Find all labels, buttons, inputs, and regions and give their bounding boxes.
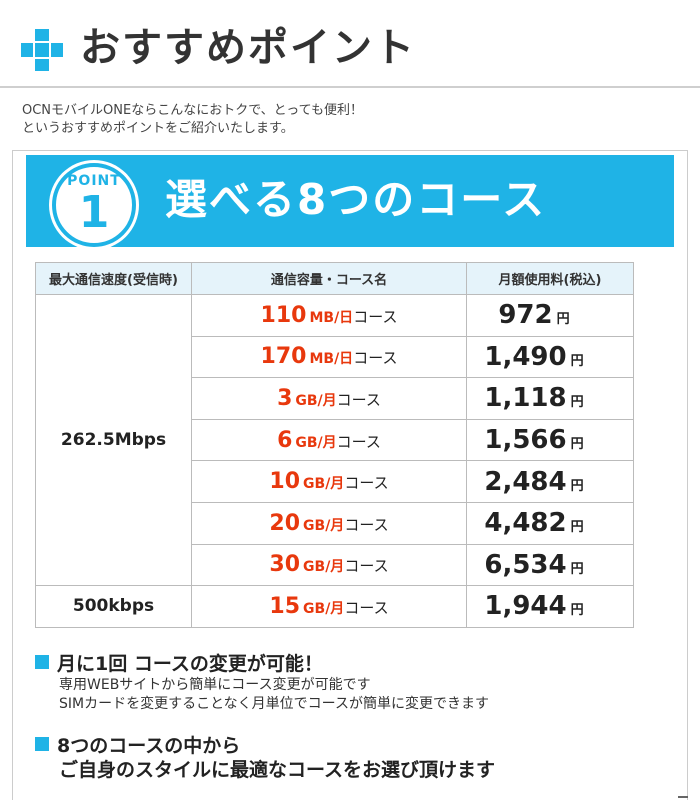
speed-cell: 500kbps <box>35 585 192 628</box>
point-badge-number: 1 <box>78 187 110 238</box>
feature-description-1: 専用WEBサイトから簡単にコース変更が可能です <box>59 677 371 693</box>
course-unit: GB/月 <box>303 476 345 493</box>
header-speed: 最大通信速度(受信時) <box>35 262 192 295</box>
feature-point-1: 月に1回 コースの変更が可能！ 専用WEBサイトから簡単にコース変更が可能です … <box>35 652 489 714</box>
course-cell: 170 MB/日コース <box>191 335 467 379</box>
price-value: 1,118 <box>484 383 567 414</box>
course-amount: 110 <box>260 302 307 328</box>
price-cell: 4,482 円 <box>466 501 634 545</box>
course-cell: 30 GB/月コース <box>191 543 467 587</box>
intro-line-2: というおすすめポイントをご紹介いたします。 <box>22 121 294 136</box>
price-yen: 円 <box>556 312 570 328</box>
course-suffix: コース <box>353 307 398 326</box>
price-yen: 円 <box>570 437 584 453</box>
feature-heading-text: 8つのコースの中から <box>57 735 241 757</box>
course-suffix: コース <box>344 474 389 493</box>
course-amount: 20 <box>269 510 301 536</box>
table-row: 170 MB/日コース 1,490 円 <box>36 335 634 379</box>
header-course: 通信容量・コース名 <box>191 262 467 295</box>
feature-heading: 月に1回 コースの変更が可能！ <box>35 652 489 676</box>
intro-line-1: OCNモバイルONEならこんなにおトクで、とっても便利！ <box>22 103 363 118</box>
header-price: 月額使用料(税込) <box>466 262 634 295</box>
course-suffix: コース <box>344 598 389 617</box>
course-cell: 15 GB/月コース <box>191 585 467 628</box>
course-suffix: コース <box>344 557 389 576</box>
table-row: 10 GB/月コース 2,484 円 <box>36 460 634 503</box>
course-cell: 110 MB/日コース <box>191 294 467 337</box>
course-amount: 170 <box>260 344 307 370</box>
price-value: 1,566 <box>484 425 567 456</box>
feature-description-2: SIMカードを変更することなく月単位でコースが簡単に変更できます <box>59 696 489 712</box>
course-cell: 6 GB/月コース <box>191 418 467 462</box>
course-suffix: コース <box>336 390 381 409</box>
course-cell: 10 GB/月コース <box>191 460 467 503</box>
price-yen: 円 <box>570 395 584 411</box>
course-suffix: コース <box>353 349 398 368</box>
course-unit: GB/月 <box>303 600 345 617</box>
table-row: 30 GB/月コース 6,534 円 <box>36 543 634 587</box>
price-cell: 2,484 円 <box>466 460 634 503</box>
price-value: 6,534 <box>484 549 567 580</box>
table-row: 6 GB/月コース 1,566 円 <box>36 418 634 462</box>
table-header-row: 最大通信速度(受信時) 通信容量・コース名 月額使用料(税込) <box>35 262 634 295</box>
course-suffix: コース <box>344 515 389 534</box>
page-header: おすすめポイント <box>0 0 700 90</box>
course-unit: MB/日 <box>309 309 354 326</box>
feature-point-2: 8つのコースの中から ご自身のスタイルに最適なコースをお選び頂けます <box>35 734 495 782</box>
feature-heading-line-2: ご自身のスタイルに最適なコースをお選び頂けます <box>59 759 496 781</box>
course-amount: 6 <box>277 427 293 453</box>
course-amount: 10 <box>269 469 301 495</box>
plus-icon <box>21 29 63 71</box>
price-yen: 円 <box>570 478 584 494</box>
course-unit: GB/月 <box>303 559 345 576</box>
square-bullet-icon <box>35 737 49 751</box>
course-suffix: コース <box>336 432 381 451</box>
course-amount: 30 <box>269 552 301 578</box>
price-yen: 円 <box>570 603 584 619</box>
point-badge-label: POINT <box>67 173 121 189</box>
course-unit: MB/日 <box>309 351 354 368</box>
table-row: 3 GB/月コース 1,118 円 <box>36 377 634 420</box>
course-unit: GB/月 <box>303 517 345 534</box>
price-yen: 円 <box>570 520 584 536</box>
price-value: 972 <box>498 300 553 331</box>
intro-text: OCNモバイルONEならこんなにおトクで、とっても便利！ というおすすめポイント… <box>22 102 363 138</box>
price-value: 2,484 <box>484 466 567 497</box>
corner-mark <box>678 796 688 800</box>
page-title: おすすめポイント <box>80 25 416 71</box>
price-value: 1,490 <box>484 341 567 372</box>
price-cell: 1,490 円 <box>466 335 634 379</box>
price-value: 1,944 <box>484 591 567 622</box>
price-cell: 1,566 円 <box>466 418 634 462</box>
course-amount: 3 <box>277 385 293 411</box>
price-cell: 972 円 <box>466 294 634 337</box>
point-badge: POINT 1 <box>52 163 136 247</box>
pricing-table: 最大通信速度(受信時) 通信容量・コース名 月額使用料(税込) 262.5Mbp… <box>35 262 634 628</box>
course-cell: 3 GB/月コース <box>191 377 467 420</box>
price-cell: 1,118 円 <box>466 377 634 420</box>
speed-cell: 262.5Mbps <box>35 293 192 587</box>
price-cell: 6,534 円 <box>466 543 634 587</box>
feature-heading-text: 月に1回 コースの変更が可能！ <box>57 653 323 675</box>
table-row: 20 GB/月コース 4,482 円 <box>36 501 634 545</box>
table-row: 500kbps 15 GB/月コース 1,944 円 <box>35 585 634 628</box>
price-yen: 円 <box>570 561 584 577</box>
header-divider <box>0 86 700 88</box>
feature-heading: 8つのコースの中から <box>35 734 495 758</box>
course-amount: 15 <box>269 593 301 619</box>
table-row: 262.5Mbps 110 MB/日コース 972 円 <box>35 293 634 587</box>
square-bullet-icon <box>35 655 49 669</box>
price-cell: 1,944 円 <box>466 585 634 628</box>
price-value: 4,482 <box>484 508 567 539</box>
price-yen: 円 <box>570 353 584 369</box>
banner-title: 選べる8つのコース <box>165 175 547 224</box>
course-unit: GB/月 <box>295 392 337 409</box>
course-cell: 20 GB/月コース <box>191 501 467 545</box>
course-unit: GB/月 <box>295 434 337 451</box>
